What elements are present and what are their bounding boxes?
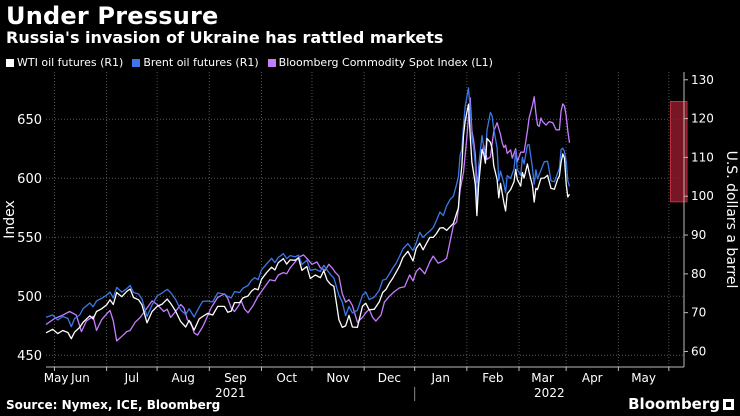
right-tick-label: 110 <box>691 150 714 164</box>
left-tick-label: 450 <box>17 349 42 364</box>
x-tick-label: Sep <box>224 371 247 385</box>
legend-label-wti: WTI oil futures (R1) <box>17 56 124 69</box>
legend-label-brent: Brent oil futures (R1) <box>143 56 259 69</box>
right-tick-label: 100 <box>691 189 714 203</box>
legend-item-brent: Brent oil futures (R1) <box>132 56 259 69</box>
x-tick-label: Feb <box>482 371 503 385</box>
right-tick-label: 90 <box>691 228 706 242</box>
left-tick-label: 600 <box>17 172 42 187</box>
highlight-layer <box>670 101 688 203</box>
series-line-brent <box>45 87 571 328</box>
x-tick-label: Jan <box>431 371 451 385</box>
series-line-wti <box>45 103 571 340</box>
legend-swatch-wti <box>6 58 14 67</box>
right-axis-title: U.S. dollars a barrel <box>723 151 739 289</box>
brand-logo: Bloomberg <box>628 395 734 413</box>
x-tick-label: Jul <box>124 371 139 385</box>
right-tick-label: 130 <box>691 73 714 87</box>
x-tick-label: May <box>631 371 656 385</box>
year-label-2022: 2022 <box>534 386 565 400</box>
right-tick-label: 60 <box>691 344 706 358</box>
x-tick-label: Nov <box>326 371 349 385</box>
source-note: Source: Nymex, ICE, Bloomberg <box>6 398 221 412</box>
x-tick-label: May <box>44 371 69 385</box>
chart-title: Under Pressure <box>6 2 219 30</box>
right-tick-label: 80 <box>691 267 706 281</box>
left-tick-label: 550 <box>17 231 42 246</box>
highlight-box <box>670 101 688 203</box>
bloomberg-logo-icon <box>723 398 734 410</box>
brand-name: Bloomberg <box>628 395 720 413</box>
gridlines <box>46 72 684 367</box>
legend-item-bcom: Bloomberg Commodity Spot Index (L1) <box>267 56 493 69</box>
x-tick-label: Oct <box>276 371 297 385</box>
left-tick-label: 650 <box>17 113 42 128</box>
x-tick-label: Aug <box>171 371 194 385</box>
x-tick-label: Jun <box>70 371 90 385</box>
year-label-2021: 2021 <box>215 386 246 400</box>
left-tick-label: 500 <box>17 290 42 305</box>
series-lines <box>45 87 571 342</box>
axes: 450 500 550 600 650 60 70 80 90 100 110 120 130 Index… <box>2 72 739 401</box>
x-tick-label: Dec <box>378 371 401 385</box>
legend-item-wti: WTI oil futures (R1) <box>6 56 123 69</box>
x-tick-label: Apr <box>582 371 603 385</box>
legend-swatch-bcom <box>267 58 276 67</box>
series-line-bcom <box>45 96 571 342</box>
x-tick-label: Mar <box>531 371 554 385</box>
right-tick-label: 70 <box>691 306 706 320</box>
legend: WTI oil futures (R1) Brent oil futures (… <box>6 56 493 69</box>
legend-label-bcom: Bloomberg Commodity Spot Index (L1) <box>278 56 493 69</box>
chart-subtitle: Russia's invasion of Ukraine has rattled… <box>6 28 444 47</box>
right-tick-label: 120 <box>691 112 714 126</box>
legend-swatch-brent <box>132 58 141 67</box>
left-axis-title: Index <box>2 200 18 239</box>
